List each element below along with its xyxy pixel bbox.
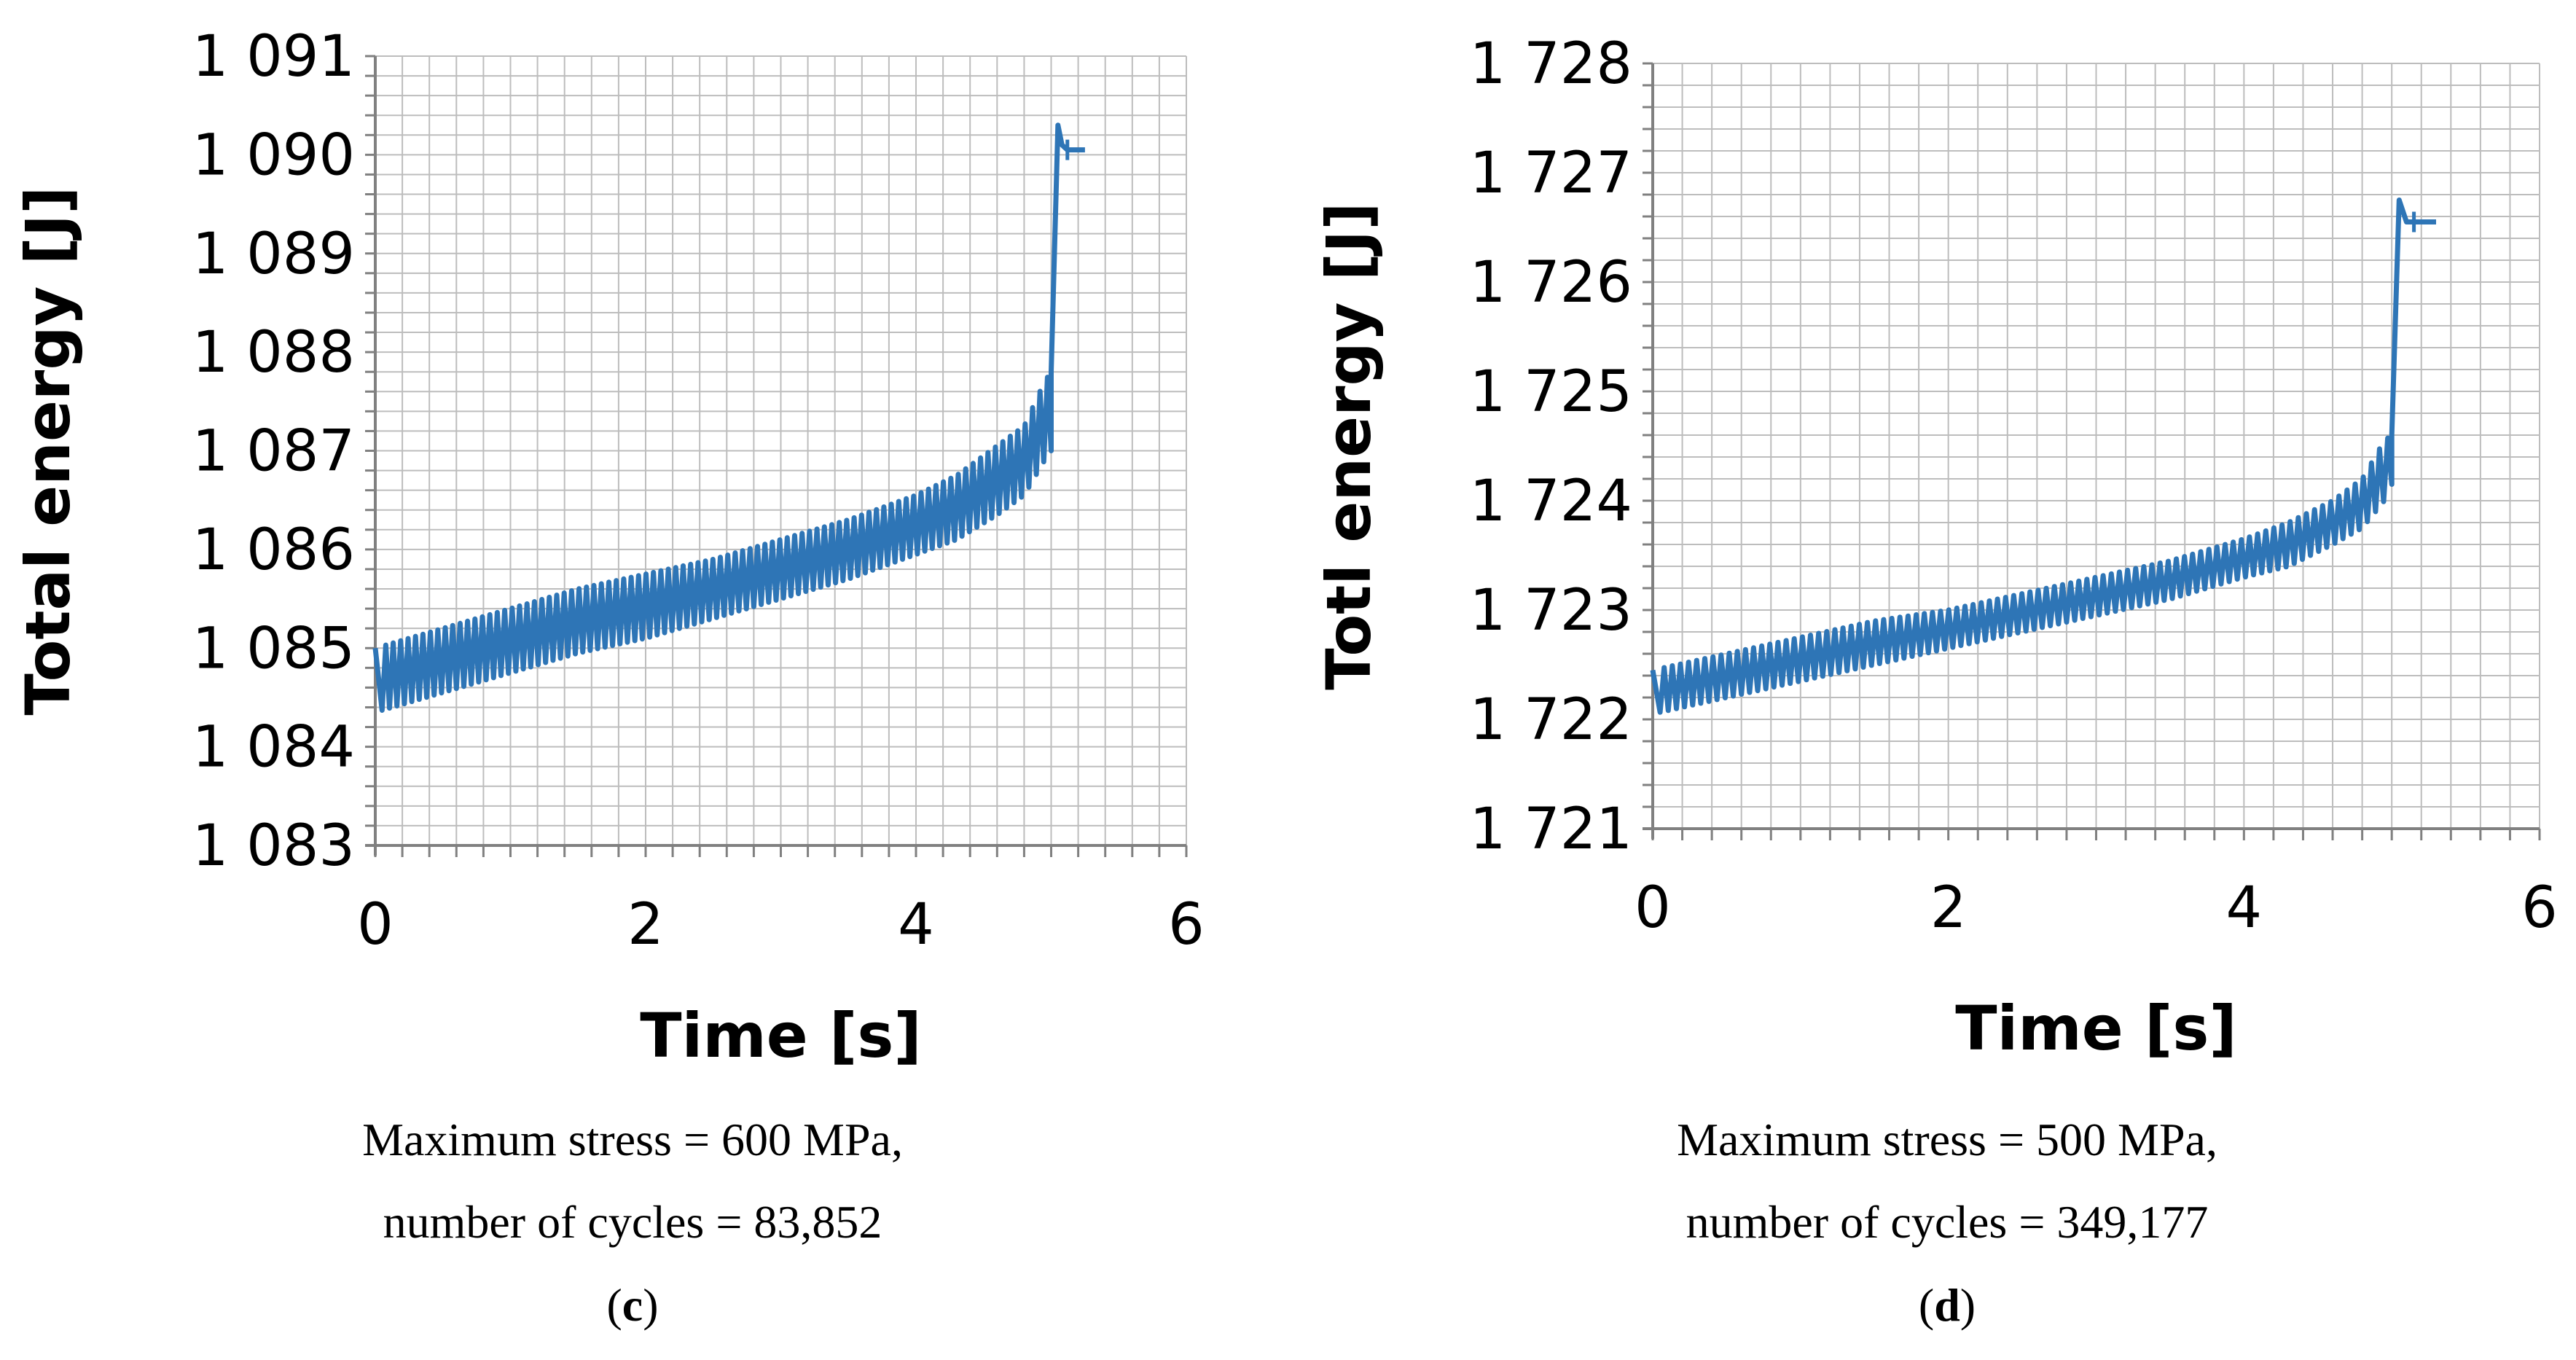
y-tick-label: 1 728 xyxy=(1470,31,1632,97)
y-tick-label: 1 726 xyxy=(1470,250,1632,316)
y-tick-label: 1 086 xyxy=(192,517,355,583)
grid-vertical xyxy=(1681,63,2511,829)
y-tick-label: 1 090 xyxy=(192,122,355,188)
y-tick-label: 1 725 xyxy=(1470,359,1632,425)
y-tick-label: 1 085 xyxy=(192,616,355,681)
data-series-line xyxy=(1650,198,2436,715)
y-tick-label: 1 722 xyxy=(1470,687,1632,753)
x-tick-label: 6 xyxy=(2521,875,2558,941)
y-tick-label: 1 727 xyxy=(1470,141,1632,206)
x-tick-label: 4 xyxy=(2226,875,2263,941)
caption-c-line2: number of cycles = 83,852 xyxy=(383,1196,882,1248)
grid-horizontal xyxy=(1653,85,2540,808)
y-tick-label: 1 091 xyxy=(192,24,355,90)
x-tick-label: 2 xyxy=(627,892,664,958)
chart-panel-d: 1 721 1 722 1 723 1 724 1 725 1 726 1 727 1 728… xyxy=(1313,31,2558,1064)
y-tick-label: 1 724 xyxy=(1470,469,1632,534)
chart-panel-c: 1 083 1 084 1 085 1 086 1 087 1 088 1 089 1 090… xyxy=(12,24,1205,1071)
caption-d-line1: Maximum stress = 500 MPa, xyxy=(1677,1114,2217,1165)
caption-d-label: (d) xyxy=(1919,1279,1976,1331)
caption-c-line1: Maximum stress = 600 MPa, xyxy=(362,1114,903,1165)
x-tick-label: 4 xyxy=(898,892,934,958)
y-axis-title: Total energy [J] xyxy=(12,186,84,715)
y-tick-label: 1 721 xyxy=(1470,797,1632,862)
y-tick-label: 1 723 xyxy=(1470,578,1632,644)
y-tick-label: 1 088 xyxy=(192,320,355,386)
y-tick-label: 1 083 xyxy=(192,813,355,879)
x-tick-label: 0 xyxy=(1635,875,1671,941)
grid-horizontal xyxy=(375,75,1186,826)
caption-c-letter: c xyxy=(622,1279,643,1331)
x-axis-title: Time [s] xyxy=(640,1000,922,1071)
y-axis-title: Totl energy [J] xyxy=(1313,202,1385,689)
y-tick-label: 1 089 xyxy=(192,222,355,287)
data-series-line xyxy=(372,122,1085,713)
caption-d-letter: d xyxy=(1934,1279,1960,1331)
x-tick-label: 0 xyxy=(357,892,394,958)
y-tick-label: 1 087 xyxy=(192,419,355,485)
y-tick-label: 1 084 xyxy=(192,715,355,781)
x-tick-label: 2 xyxy=(1930,875,1967,941)
x-tick-label: 6 xyxy=(1168,892,1205,958)
caption-c-label: (c) xyxy=(606,1279,658,1331)
caption-d-line2: number of cycles = 349,177 xyxy=(1686,1196,2209,1248)
x-axis-title: Time [s] xyxy=(1955,993,2237,1064)
